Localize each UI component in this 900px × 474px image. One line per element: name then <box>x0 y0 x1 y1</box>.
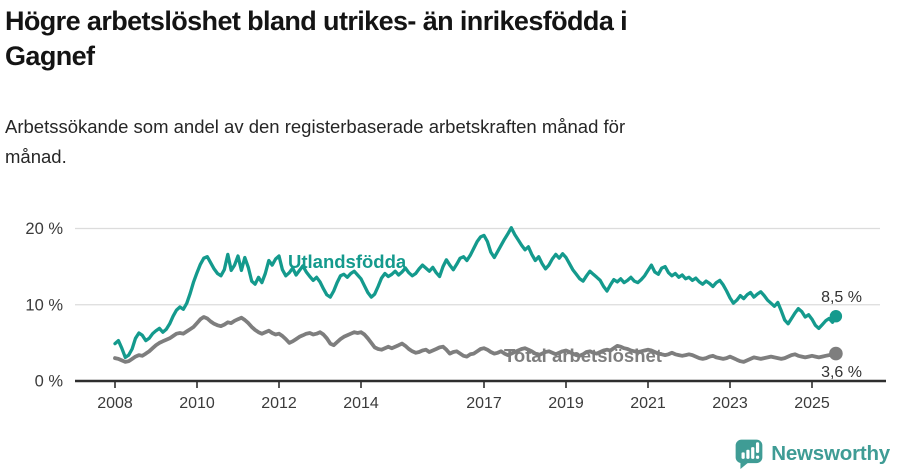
newsworthy-wordmark: Newsworthy <box>771 441 890 465</box>
x-tick-label-2025: 2025 <box>794 395 830 412</box>
utlandsfodda-line <box>113 226 838 360</box>
page-title-line-2: Gagnef <box>5 41 95 71</box>
chart-subtitle-line-2: månad. <box>5 146 67 167</box>
chart-subtitle-line-1: Arbetssökande som andel av den registerb… <box>5 116 626 137</box>
y-tick-label-10: 10 % <box>25 297 63 315</box>
utlandsfodda-end-dot <box>829 310 843 323</box>
y-tick-label-0: 0 % <box>35 373 64 391</box>
x-tick-label-2014: 2014 <box>343 395 379 412</box>
x-tick-label-2021: 2021 <box>630 395 666 412</box>
x-tick-label-2012: 2012 <box>261 395 297 412</box>
y-tick-label-20: 20 % <box>25 220 63 238</box>
page-title: Högre arbetslöshet bland utrikes- än inr… <box>5 4 865 74</box>
x-tick-label-2017: 2017 <box>466 395 502 412</box>
utlandsfodda-series-label: Utlandsfödda <box>288 251 407 272</box>
x-tick-label-2010: 2010 <box>179 395 215 412</box>
newsworthy-icon <box>735 439 763 469</box>
utlandsfodda-value-label: 8,5 % <box>821 289 862 306</box>
page-title-line-1: Högre arbetslöshet bland utrikes- än inr… <box>5 6 628 36</box>
total-arbetsloshet-series-label: Total arbetslöshet <box>504 345 662 366</box>
total-arbetsloshet-line <box>113 315 838 364</box>
line-chart: 20 % 10 % 0 % 2008 2010 2012 2014 2017 2… <box>25 220 886 412</box>
x-tick-label-2019: 2019 <box>548 395 584 412</box>
newsworthy-logo: Newsworthy <box>734 438 890 469</box>
total-arbetsloshet-value-label: 3,6 % <box>821 364 862 381</box>
total-arbetsloshet-end-dot <box>829 346 843 361</box>
chart-subtitle: Arbetssökande som andel av den registerb… <box>5 112 845 172</box>
x-tick-label-2023: 2023 <box>712 395 748 412</box>
x-tick-label-2008: 2008 <box>97 395 133 412</box>
